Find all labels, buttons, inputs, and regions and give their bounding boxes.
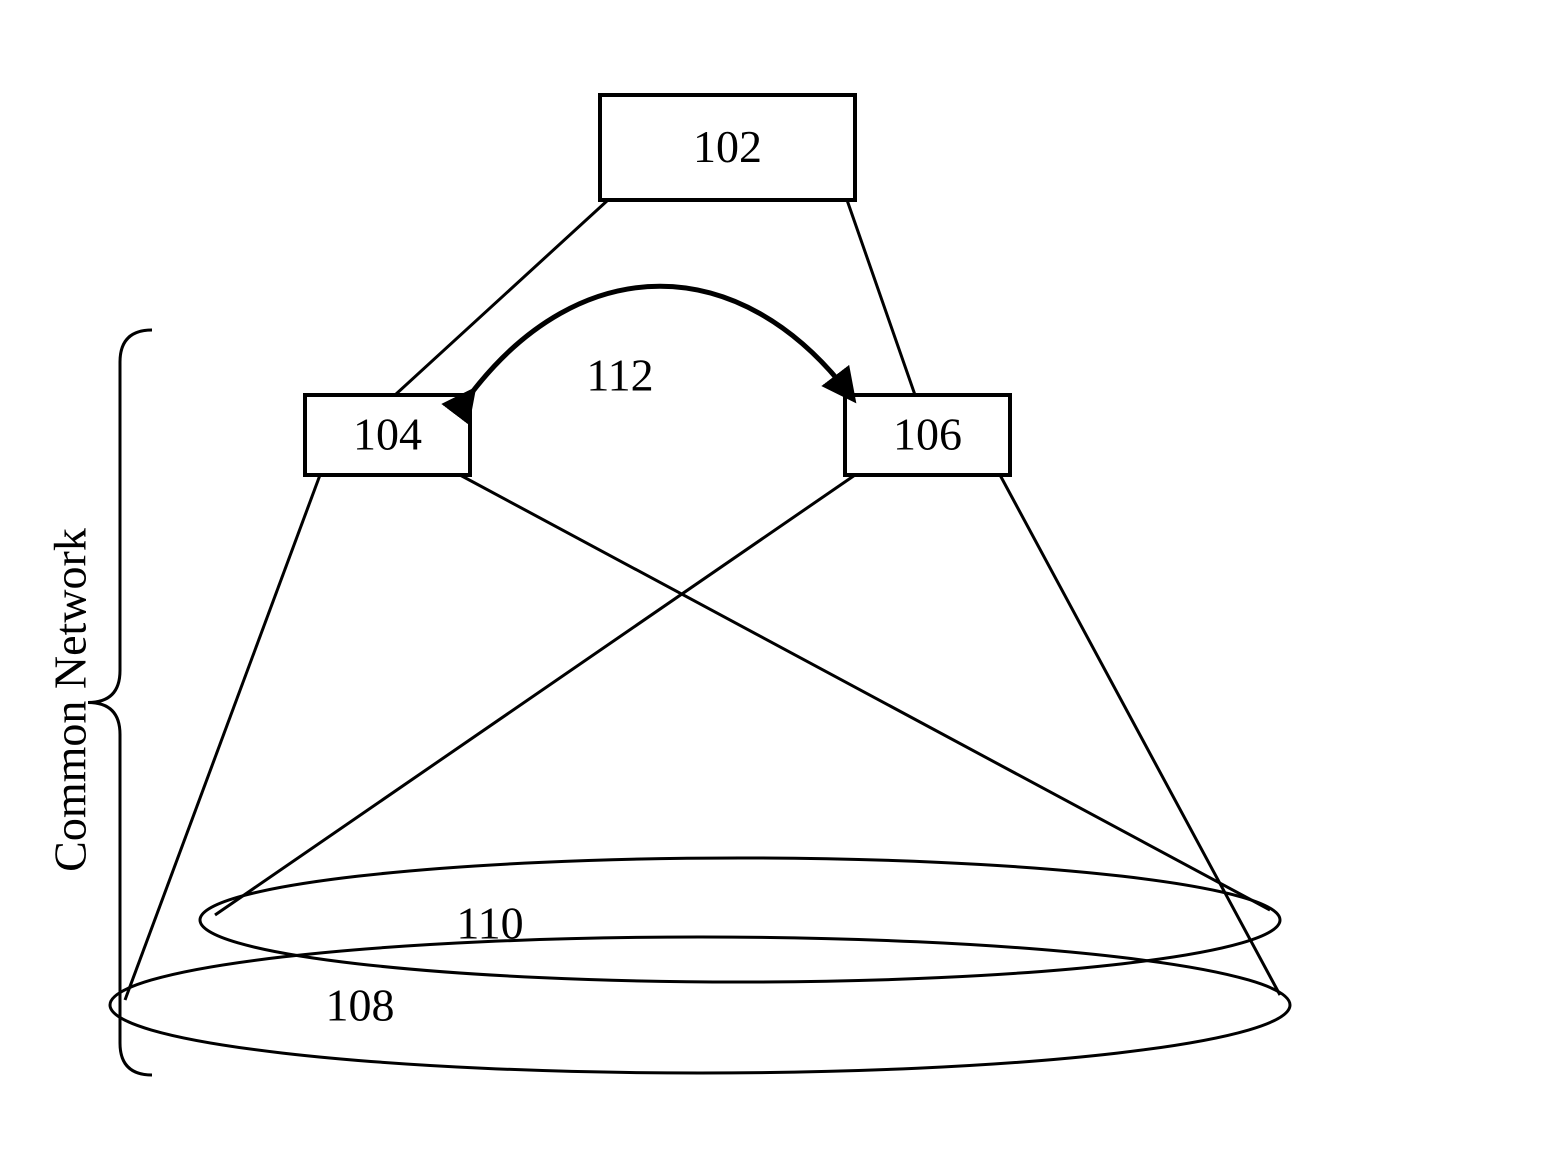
edge-4 bbox=[215, 475, 855, 915]
edge-3 bbox=[460, 475, 1270, 910]
node-label-n104: 104 bbox=[353, 409, 422, 460]
side-label: Common Network bbox=[45, 528, 96, 872]
nodes-layer: 102 104 106 112 110 108 bbox=[305, 95, 1010, 1031]
ellipses-layer bbox=[110, 858, 1290, 1073]
edge-0 bbox=[395, 200, 608, 395]
labels-layer: Common Network bbox=[45, 528, 96, 872]
curved-double-arrow bbox=[470, 286, 850, 395]
brace-layer bbox=[88, 330, 152, 1075]
network-diagram: 102 104 106 112 110 108 Common Network bbox=[0, 0, 1546, 1168]
node-label-n102: 102 bbox=[693, 121, 762, 172]
ellipse-e108 bbox=[110, 937, 1290, 1073]
plain-label-n112: 112 bbox=[586, 350, 653, 401]
edge-2 bbox=[125, 475, 320, 1000]
plain-label-n110: 110 bbox=[456, 898, 523, 949]
ellipse-e110 bbox=[200, 858, 1280, 982]
edges-layer bbox=[125, 200, 1280, 1000]
node-label-n106: 106 bbox=[893, 409, 962, 460]
curly-brace bbox=[88, 330, 152, 1075]
edge-1 bbox=[847, 200, 915, 395]
plain-label-n108: 108 bbox=[326, 980, 395, 1031]
edge-5 bbox=[1000, 475, 1280, 995]
arrow-layer bbox=[470, 286, 850, 395]
